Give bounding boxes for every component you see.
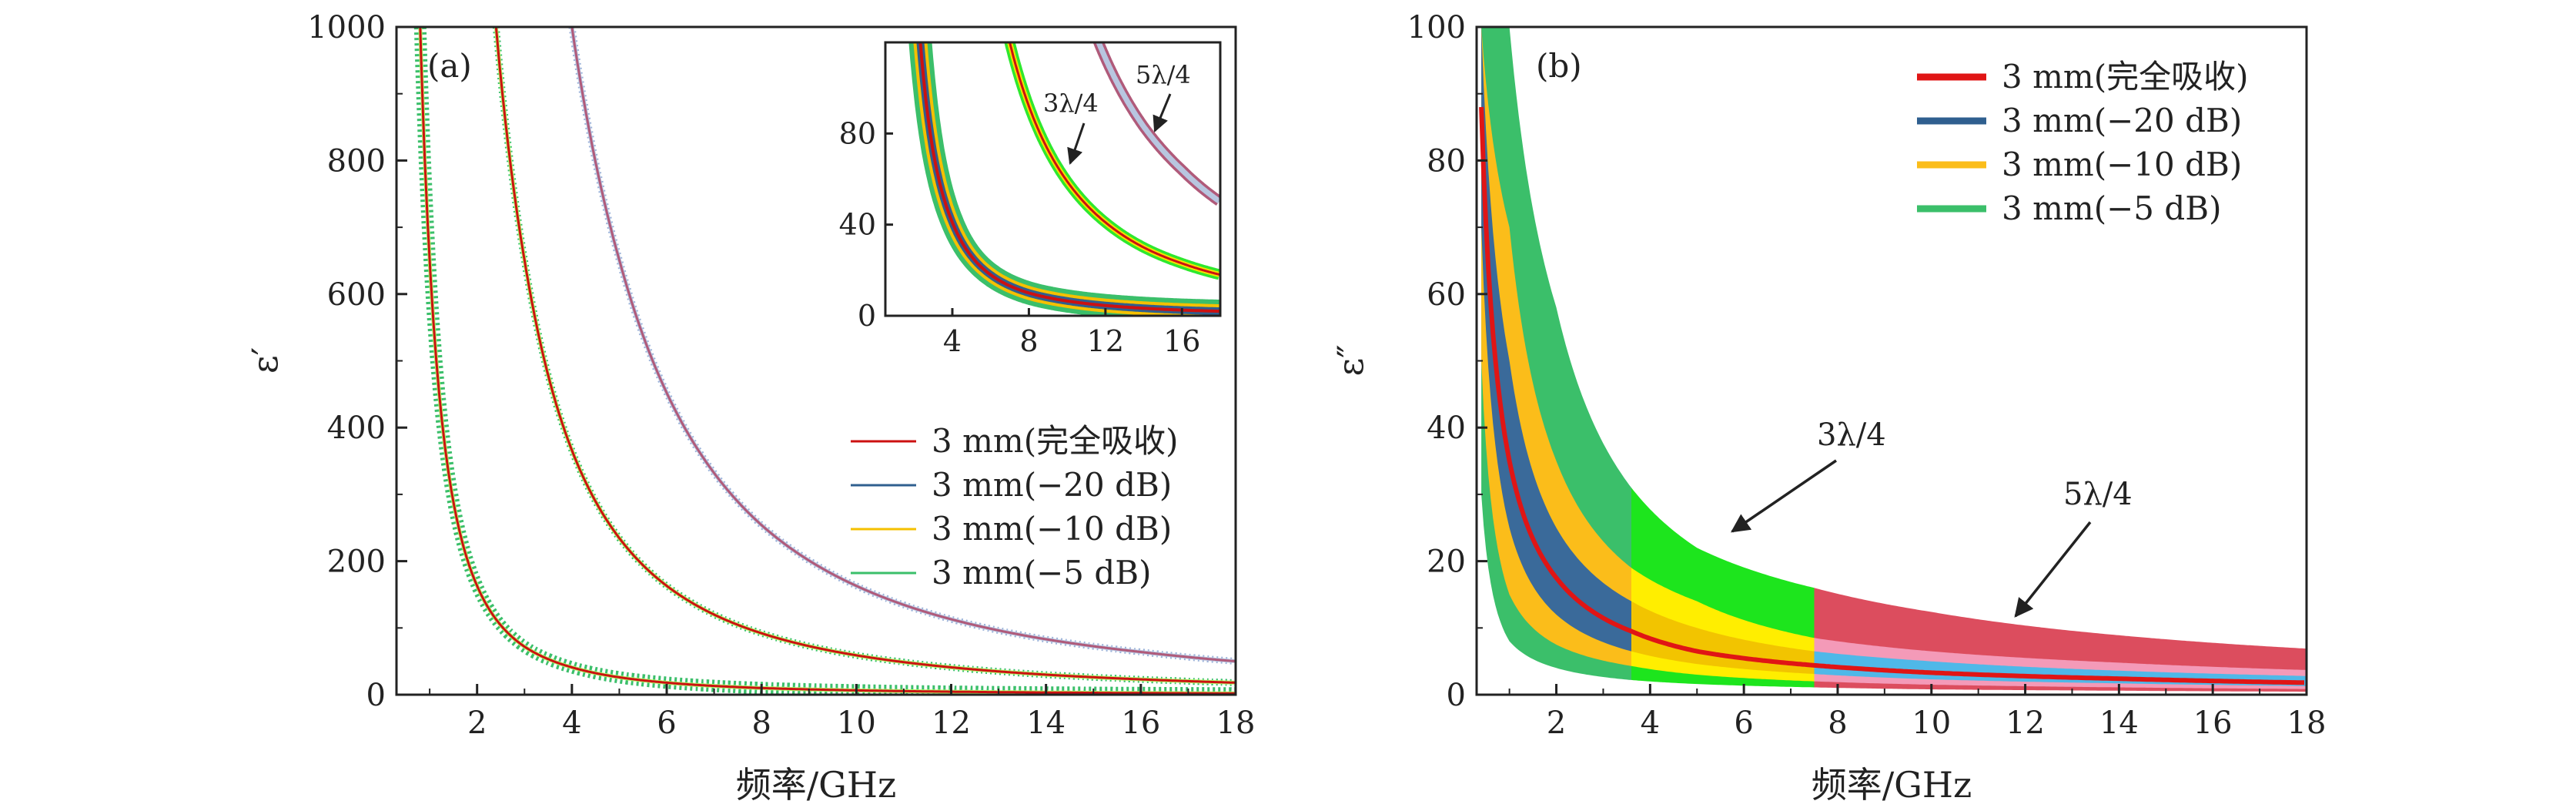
panel-b-ytick-label: 40	[1427, 411, 1466, 446]
panel-b-band-m20-seg1	[1631, 601, 1815, 675]
panel-b-xtick-label: 2	[1547, 705, 1566, 741]
panel-b-legend-label-2: 3 mm(−10 dB)	[2002, 146, 2242, 183]
panel-b-band-m20-seg2	[1814, 651, 2307, 686]
inset-annotation-5lambda4: 5λ/4	[1136, 60, 1191, 89]
panel-b-ylabel: ε″	[1330, 344, 1371, 376]
panel-a-x-ticks: 2 4 6 8 10 12 14 16 18	[429, 684, 1256, 741]
panel-b-xtick-label: 16	[2193, 705, 2233, 741]
panel-a-legend: 3 mm(完全吸收) 3 mm(−20 dB) 3 mm(−10 dB) 3 mm(−…	[851, 422, 1179, 591]
panel-a-ytick-label: 200	[327, 545, 386, 580]
inset-frame	[884, 41, 1222, 317]
panel-b-arrow-5lambda4	[2014, 521, 2092, 618]
inset-xtick-label: 16	[1163, 324, 1200, 358]
inset-xtick-label: 12	[1087, 324, 1124, 358]
panel-a-legend-label-1: 3 mm(−20 dB)	[932, 466, 1172, 504]
panel-b-ytick-label: 0	[1447, 678, 1466, 713]
inset-band-5lambda4-inner	[1096, 42, 1220, 204]
panel-b-plot-area	[1479, 27, 2307, 692]
inset-arrow-5lambda4	[1153, 93, 1172, 132]
panel-a-plot-area	[413, 27, 1236, 695]
panel-a-xtick-label: 14	[1026, 705, 1066, 741]
panel-a-xtick-label: 12	[932, 705, 971, 741]
panel-a-xtick-label: 18	[1216, 705, 1256, 741]
panel-a-ylabel: ε′	[244, 347, 286, 374]
inset-x-ticks: 4 8 12 16	[943, 308, 1200, 358]
panel-a-legend-label-0: 3 mm(完全吸收)	[932, 422, 1179, 460]
panel-b-legend-label-1: 3 mm(−20 dB)	[2002, 102, 2242, 139]
panel-b-xlabel: 频率/GHz	[1812, 764, 1972, 806]
panel-a-series-line-1	[494, 27, 1236, 684]
panel-a-ytick-label: 0	[366, 678, 386, 713]
panel-b-xtick-label: 6	[1734, 705, 1753, 741]
panel-a-legend-label-3: 3 mm(−5 dB)	[932, 554, 1152, 591]
inset-line-complete	[918, 42, 1219, 313]
panel-b-xtick-label: 14	[2099, 705, 2139, 741]
panel-a-ytick-label: 400	[327, 411, 386, 446]
panel-b-ytick-label: 20	[1427, 545, 1466, 580]
panel-a-ytick-label: 800	[327, 143, 386, 179]
inset-arrow-3lambda4	[1067, 122, 1086, 165]
panel-a-inset: 4 8 12 16 0 40 80 3λ/4 5λ/4	[839, 41, 1222, 358]
panel-b-legend-label-3: 3 mm(−5 dB)	[2002, 189, 2222, 227]
panel-b-annotation-3lambda4: 3λ/4	[1817, 417, 1886, 453]
panel-b-label: (b)	[1536, 47, 1582, 85]
panel-a-xlabel: 频率/GHz	[736, 764, 897, 806]
panel-b-legend-label-0: 3 mm(完全吸收)	[2002, 58, 2249, 96]
panel-a-label: (a)	[427, 47, 472, 85]
panel-a-xtick-label: 2	[467, 705, 487, 741]
panel-b-legend: 3 mm(完全吸收) 3 mm(−20 dB) 3 mm(−10 dB) 3 mm(−…	[1917, 58, 2249, 227]
panel-b-xtick-label: 12	[2006, 705, 2045, 741]
panel-a-xtick-label: 6	[657, 705, 676, 741]
panel-a-xtick-label: 4	[562, 705, 581, 741]
panel-b-y-ticks: 0 20 40 60 80 100	[1407, 10, 1487, 713]
panel-b-xtick-label: 10	[1912, 705, 1951, 741]
panel-a-ytick-label: 600	[327, 277, 386, 313]
panel-b-arrow-3lambda4	[1730, 459, 1837, 533]
panel-a-series-line-2	[570, 27, 1236, 663]
panel-b-x-ticks: 2 4 6 8 10 12 14 16 18	[1508, 684, 2327, 741]
inset-annotation-3lambda4: 3λ/4	[1043, 89, 1099, 118]
panel-b-xtick-label: 8	[1828, 705, 1847, 741]
inset-ytick-label: 40	[839, 208, 876, 242]
inset-plot-area	[908, 42, 1220, 316]
panel-b-xtick-label: 18	[2287, 705, 2327, 741]
panel-b-ytick-label: 80	[1427, 143, 1466, 179]
panel-a-xtick-label: 16	[1121, 705, 1160, 741]
panel-b-ytick-label: 100	[1407, 10, 1466, 45]
panel-b: 2 4 6 8 10 12 14 16 18 0 20 40 60 80 100 (b) 频率/GHz ε…	[1330, 10, 2326, 806]
panel-b-ytick-label: 60	[1427, 277, 1466, 313]
panel-a-legend-label-2: 3 mm(−10 dB)	[932, 510, 1172, 548]
panel-a-ytick-label: 1000	[307, 10, 386, 45]
inset-y-ticks: 0 40 80	[839, 116, 893, 333]
panel-a-series-line-0	[419, 27, 1236, 695]
panel-b-annotation-5lambda4: 5λ/4	[2063, 477, 2133, 512]
panel-a-xtick-label: 10	[837, 705, 876, 741]
panel-a-xtick-label: 8	[751, 705, 771, 741]
inset-ytick-label: 80	[839, 116, 876, 150]
panel-b-complete-absorption-line	[1479, 106, 2304, 685]
panel-b-xtick-label: 4	[1641, 705, 1660, 741]
inset-xtick-label: 4	[943, 324, 962, 358]
inset-line-3lambda4	[1009, 42, 1220, 276]
panel-a-y-ticks: 0 200 400 600 800 1000	[307, 10, 407, 713]
inset-xtick-label: 8	[1019, 324, 1038, 358]
inset-ytick-label: 0	[858, 299, 876, 333]
